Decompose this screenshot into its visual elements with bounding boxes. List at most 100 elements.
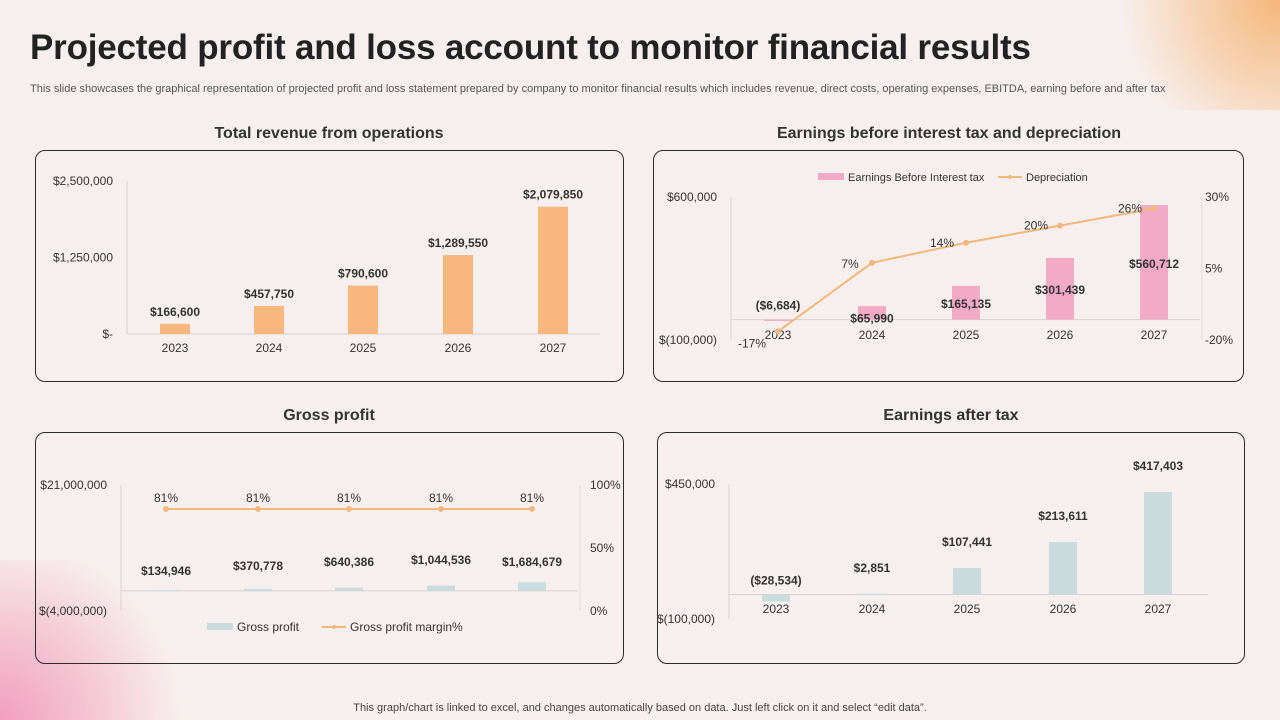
decorative-pink-gradient — [0, 560, 180, 720]
bar-data-label: $1,289,550 — [428, 236, 488, 250]
line-data-label: 7% — [841, 257, 859, 271]
decorative-orange-gradient — [1100, 0, 1280, 110]
x-category-label: 2027 — [1141, 328, 1168, 342]
gross-profit-chart-title: Gross profit — [283, 407, 375, 424]
bar-data-label: $301,439 — [1035, 283, 1085, 297]
bar-data-label: $1,684,679 — [502, 555, 562, 569]
x-category-label: 2026 — [1047, 328, 1074, 342]
y-tick-label: $(100,000) — [659, 333, 717, 347]
legend-label-bar: Gross profit — [237, 620, 300, 634]
x-category-label: 2023 — [162, 341, 189, 355]
line-point-2025 — [346, 505, 352, 512]
bar-2024 — [858, 593, 886, 595]
bar-data-label: $640,386 — [324, 555, 374, 569]
bar-2027 — [518, 582, 546, 591]
bar-2024 — [254, 305, 284, 334]
y-tick-label: $2,500,000 — [53, 174, 113, 188]
x-category-label: 2026 — [445, 341, 472, 355]
y2-tick-label: 50% — [590, 541, 614, 555]
line-data-label: 81% — [429, 491, 453, 505]
y2-tick-label: 5% — [1205, 262, 1223, 276]
y-tick-label: $- — [102, 327, 113, 341]
bar-data-label: $417,403 — [1133, 459, 1183, 473]
bar-data-label: ($28,534) — [750, 573, 801, 587]
legend-line-marker — [332, 625, 336, 629]
bar-2027 — [1140, 205, 1168, 320]
line-point-2025 — [963, 239, 969, 246]
bar-2023 — [764, 319, 792, 321]
bar-data-label: $107,441 — [942, 535, 992, 549]
line-data-label: 81% — [246, 491, 270, 505]
bar-2026 — [427, 585, 455, 591]
bar-2026 — [443, 255, 473, 334]
page-subtitle: This slide showcases the graphical repre… — [30, 83, 1166, 95]
line-point-2026 — [1057, 222, 1063, 229]
bar-data-label: $370,778 — [233, 559, 283, 573]
x-category-label: 2027 — [540, 341, 567, 355]
line-point-2024 — [869, 259, 875, 266]
bar-data-label: $2,079,850 — [523, 188, 583, 202]
legend-bar-swatch — [818, 173, 844, 180]
line-data-label: 81% — [337, 491, 361, 505]
legend-label-bar: Earnings Before Interest tax — [848, 172, 985, 184]
legend-line-marker — [1008, 175, 1012, 179]
bar-2027 — [538, 206, 568, 334]
bar-2026 — [1046, 257, 1074, 320]
bar-data-label: $1,044,536 — [411, 553, 471, 567]
line-data-label: 81% — [520, 491, 544, 505]
line-point-2023 — [163, 505, 169, 512]
x-category-label: 2024 — [256, 341, 283, 355]
bar-data-label: $560,712 — [1129, 257, 1179, 271]
bar-data-label: ($6,684) — [756, 299, 801, 313]
bar-data-label: $65,990 — [850, 312, 894, 326]
bar-2025 — [952, 285, 980, 320]
bar-2025 — [335, 587, 363, 591]
bar-data-label: $213,611 — [1038, 509, 1088, 523]
bar-2025 — [953, 568, 981, 595]
line-point-2027 — [529, 505, 535, 512]
bar-2026 — [1049, 542, 1077, 595]
y2-tick-label: 100% — [590, 478, 621, 492]
x-category-label: 2024 — [859, 602, 886, 616]
bar-data-label: $166,600 — [150, 305, 200, 319]
gross-profit-chart-panel — [35, 432, 624, 664]
eat-chart-panel — [657, 432, 1245, 664]
x-category-label: 2025 — [954, 602, 981, 616]
bar-2024 — [244, 588, 272, 591]
bar-2025 — [348, 285, 378, 334]
y-tick-label: $1,250,000 — [53, 251, 113, 265]
legend-label-line: Depreciation — [1026, 172, 1088, 184]
x-category-label: 2025 — [953, 328, 980, 342]
y-tick-label: $(4,000,000) — [39, 604, 107, 618]
bar-data-label: $2,851 — [854, 561, 891, 575]
revenue-chart-title: Total revenue from operations — [214, 125, 444, 142]
x-category-label: 2023 — [763, 602, 790, 616]
bar-2023 — [160, 323, 190, 334]
x-category-label: 2023 — [765, 328, 792, 342]
y-tick-label: $450,000 — [665, 477, 715, 491]
legend-label-line: Gross profit margin% — [350, 620, 463, 634]
bar-2023 — [152, 590, 180, 592]
y-tick-label: $21,000,000 — [40, 478, 107, 492]
page-title: Projected profit and loss account to mon… — [30, 28, 1031, 67]
line-point-2024 — [255, 505, 261, 512]
bar-data-label: $457,750 — [244, 287, 294, 301]
revenue-chart-panel — [35, 150, 624, 382]
bar-data-label: $165,135 — [941, 297, 991, 311]
line-point-2027 — [1151, 205, 1157, 212]
bar-data-label: $790,600 — [338, 267, 388, 281]
y2-tick-label: 0% — [590, 604, 608, 618]
x-category-label: 2025 — [350, 341, 377, 355]
line-data-label: 20% — [1024, 219, 1048, 233]
footer-note: This graph/chart is linked to excel, and… — [353, 702, 927, 714]
bar-2023 — [762, 594, 790, 602]
line-data-label: 14% — [930, 236, 954, 250]
line-point-2023 — [775, 328, 781, 335]
bar-data-label: $134,946 — [141, 564, 191, 578]
line-data-label: 26% — [1118, 201, 1142, 215]
y2-tick-label: -20% — [1205, 333, 1233, 347]
line-point-2026 — [438, 505, 444, 512]
y-tick-label: $(100,000) — [657, 612, 715, 626]
y-tick-label: $600,000 — [667, 190, 717, 204]
